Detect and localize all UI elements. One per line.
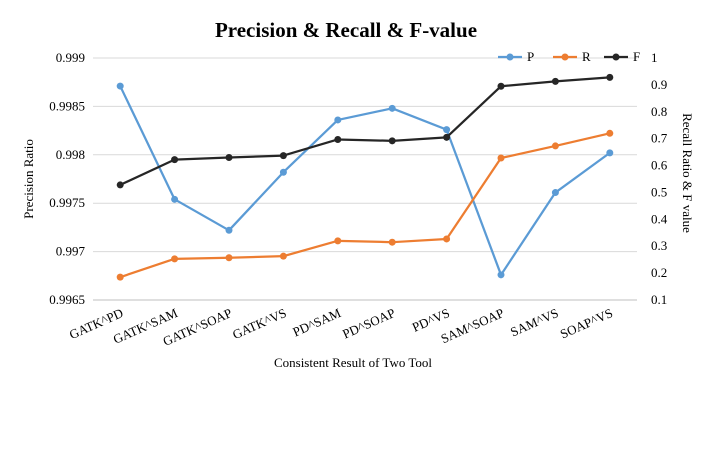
point-F [116,181,124,189]
x-tick-label: SAM^VS [508,305,561,339]
y-left-tick-label: 0.997 [56,244,86,259]
y-right-tick-label: 1 [651,50,658,65]
point-P [225,226,233,234]
y-right-tick-label: 0.9 [651,77,667,92]
point-R [225,254,233,262]
y-right-tick-label: 0.8 [651,104,667,119]
x-tick-label: PD^SAM [290,305,343,340]
y-left-tick-label: 0.9975 [49,195,85,210]
x-axis-label: Consistent Result of Two Tool [274,355,432,370]
y-left-tick-label: 0.999 [56,50,85,65]
point-P [551,189,559,197]
y-right-tick-label: 0.7 [651,131,668,146]
series-line-P [119,85,611,276]
y-right-tick-label: 0.4 [651,211,668,226]
point-R [606,129,614,137]
point-P [497,271,505,279]
point-P [116,82,124,90]
point-F [551,77,559,85]
axes: 0.9965 0.997 0.9975 0.998 0.9985 0.999 0.1 0.2 0… [49,50,668,349]
x-tick-label: SOAP^VS [558,305,615,341]
y-left-tick-label: 0.9965 [49,292,85,307]
x-tick-label: GATK^VS [230,305,289,342]
y-right-tick-label: 0.1 [651,292,667,307]
legend-marker-R [561,53,569,61]
y-left-tick-label: 0.998 [56,147,85,162]
y-left-tick-label: 0.9985 [49,98,85,113]
point-R [279,252,287,260]
chart-title: Precision & Recall & F-value [215,18,477,42]
y-right-tick-label: 0.5 [651,184,667,199]
x-tick-label: PD^SOAP [340,305,397,341]
point-R [551,142,559,150]
point-F [225,153,233,161]
point-P [606,149,614,157]
x-tick-label: SAM^SOAP [438,305,506,346]
point-P [334,116,342,124]
series-line-R [119,132,611,279]
y-axis-left-label: Precision Ratio [21,139,36,219]
point-P [171,195,179,203]
point-R [443,235,451,243]
point-F [279,152,287,160]
point-P [443,126,451,134]
point-F [606,73,614,81]
point-F [171,156,179,164]
point-R [171,255,179,263]
series-line-F [119,76,610,186]
y-right-tick-label: 0.3 [651,238,667,253]
gridlines [93,57,637,301]
legend-label-P: P [527,49,534,64]
point-F [497,82,505,90]
legend-marker-F [612,53,620,61]
point-P [388,104,396,112]
point-R [116,273,124,281]
point-P [279,168,287,176]
y-right-tick-label: 0.2 [651,265,667,280]
point-R [334,237,342,245]
legend-label-F: F [633,49,640,64]
point-F [443,133,451,141]
y-right-tick-label: 0.6 [651,158,668,173]
point-R [497,154,505,162]
y-axis-right-label: Recall Ratio & F value [680,113,695,233]
series [116,73,614,281]
legend-label-R: R [582,49,591,64]
legend-marker-P [506,53,514,61]
point-F [388,137,396,145]
point-R [388,238,396,246]
point-F [334,135,342,143]
